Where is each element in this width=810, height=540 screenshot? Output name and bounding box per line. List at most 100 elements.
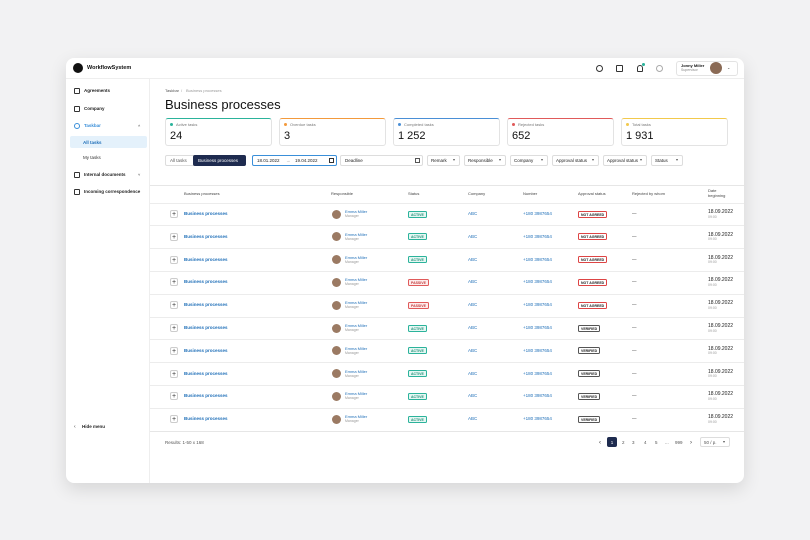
notification-icon[interactable] — [637, 65, 643, 72]
stat-label: Active tasks — [176, 122, 198, 127]
avatar — [332, 369, 341, 379]
page[interactable]: 999 — [675, 440, 683, 445]
process-link[interactable]: Business processes — [184, 256, 228, 262]
per-page-caret: ▾ — [723, 439, 726, 444]
column-header[interactable]: Approval status — [578, 191, 606, 196]
page[interactable]: 1 — [610, 440, 614, 445]
process-link[interactable]: Business processes — [184, 211, 228, 216]
dropdown[interactable] — [427, 155, 460, 166]
process-link[interactable]: Business processes — [184, 302, 228, 308]
nav-subitem[interactable]: All tasks — [83, 139, 102, 145]
process-link[interactable]: Business processes — [184, 233, 228, 239]
column-header[interactable]: Status — [408, 191, 420, 196]
nav-item[interactable]: Agreements — [84, 88, 111, 93]
breadcrumb-0[interactable]: Taskbar — [165, 88, 180, 93]
expand-button[interactable]: + — [170, 392, 178, 401]
approval-badge: NOT AGREED — [578, 210, 608, 218]
page[interactable]: 5 — [655, 440, 658, 445]
nav-subitem[interactable]: My tasks — [83, 155, 101, 160]
expand-button[interactable]: + — [170, 369, 178, 378]
process-link[interactable]: Business processes — [184, 416, 228, 422]
dropdown-caret: ▾ — [592, 157, 595, 162]
expand-button[interactable]: + — [170, 232, 178, 241]
rejected-by: — — [632, 393, 637, 399]
person-role: Manager — [345, 236, 359, 241]
settings-icon[interactable] — [656, 65, 663, 72]
approval-badge: VERIFIED — [578, 415, 601, 423]
user-menu[interactable] — [676, 61, 738, 76]
app-window: WorkflowSystem Jonny Miller Supervisor ⌄… — [66, 58, 744, 483]
page[interactable]: ... — [665, 440, 669, 445]
date: 18.09.2022 — [708, 277, 734, 284]
per-page-label: 50 / p. — [704, 440, 717, 445]
time: 09:00 — [708, 374, 717, 379]
dropdown[interactable] — [651, 155, 683, 166]
process-link[interactable]: Business processes — [184, 393, 228, 399]
dropdown[interactable] — [464, 155, 506, 166]
hide-menu[interactable]: Hide menu — [82, 424, 106, 429]
column-header[interactable]: Date beginning — [708, 188, 726, 198]
logo — [73, 63, 83, 73]
expand-button[interactable]: + — [170, 324, 178, 332]
dropdown-caret: ▾ — [640, 157, 643, 162]
tasks-icon[interactable] — [596, 65, 603, 72]
filter-tab[interactable]: Business processes — [198, 158, 239, 163]
page[interactable]: 2 — [622, 440, 625, 445]
dropdown[interactable] — [510, 155, 548, 166]
stat-label: Rejected tasks — [518, 122, 545, 127]
stat-card — [165, 118, 272, 146]
page[interactable]: 4 — [644, 440, 647, 445]
expand-button[interactable]: + — [170, 278, 178, 287]
company: ABC — [468, 233, 478, 239]
dropdown[interactable] — [552, 155, 599, 166]
column-header[interactable]: Business processes — [184, 191, 220, 196]
table-bottom-line — [150, 430, 744, 432]
column-header[interactable]: Number — [523, 191, 538, 196]
expand-button[interactable]: + — [170, 346, 178, 355]
rejected-by: — — [632, 347, 637, 353]
process-link[interactable]: Business processes — [184, 325, 228, 330]
page-prev[interactable]: ‹ — [599, 440, 601, 446]
date: 18.09.2022 — [708, 323, 734, 329]
person-name: Emma Miller — [345, 277, 368, 283]
time: 09:00 — [708, 237, 717, 242]
column-header[interactable]: Rejected by whom — [632, 191, 665, 196]
date-range[interactable] — [252, 155, 337, 166]
nav-item[interactable]: Internal documents — [84, 171, 126, 177]
column-header[interactable]: Company — [468, 191, 486, 196]
nav-item[interactable]: Company — [84, 105, 105, 111]
person-name: Emma Miller — [345, 231, 368, 237]
nav-item[interactable]: Incoming correspondence — [84, 189, 141, 194]
expand-button[interactable]: + — [170, 210, 178, 218]
calendar-icon[interactable] — [616, 65, 623, 72]
nav-item[interactable]: Taskbar — [84, 123, 101, 128]
deadline[interactable] — [340, 155, 423, 166]
rejected-by: — — [632, 416, 637, 422]
per-page[interactable] — [700, 437, 730, 447]
person-role: Manager — [345, 259, 359, 264]
process-link[interactable]: Business processes — [184, 370, 228, 376]
page[interactable]: 3 — [632, 440, 635, 445]
filter-tab[interactable]: All tasks — [170, 158, 187, 163]
column-header[interactable]: Responsible — [331, 191, 354, 196]
dropdown[interactable] — [603, 155, 647, 166]
time: 09:00 — [708, 328, 717, 333]
expand-button[interactable]: + — [170, 301, 178, 310]
expand-button[interactable]: + — [170, 255, 178, 264]
process-link[interactable]: Business processes — [184, 347, 228, 353]
date-from: 18.01.2022 — [257, 158, 280, 163]
process-link[interactable]: Business processes — [184, 279, 228, 285]
top-bar — [66, 58, 744, 79]
expand-button[interactable]: + — [170, 415, 178, 424]
sidebar — [66, 79, 150, 483]
chevron: ⌄ — [727, 65, 731, 70]
person-name: Emma Miller — [345, 254, 368, 260]
page-next[interactable]: › — [690, 440, 692, 446]
stat-card — [507, 118, 614, 146]
person-role: Manager — [345, 305, 359, 310]
approval-badge: NOT AGREED — [578, 301, 608, 309]
breadcrumb-sep: / — [181, 88, 183, 93]
person-name: Emma Miller — [345, 300, 368, 306]
nav-chevron: ˄ — [138, 123, 141, 128]
brand: WorkflowSystem — [87, 65, 132, 71]
